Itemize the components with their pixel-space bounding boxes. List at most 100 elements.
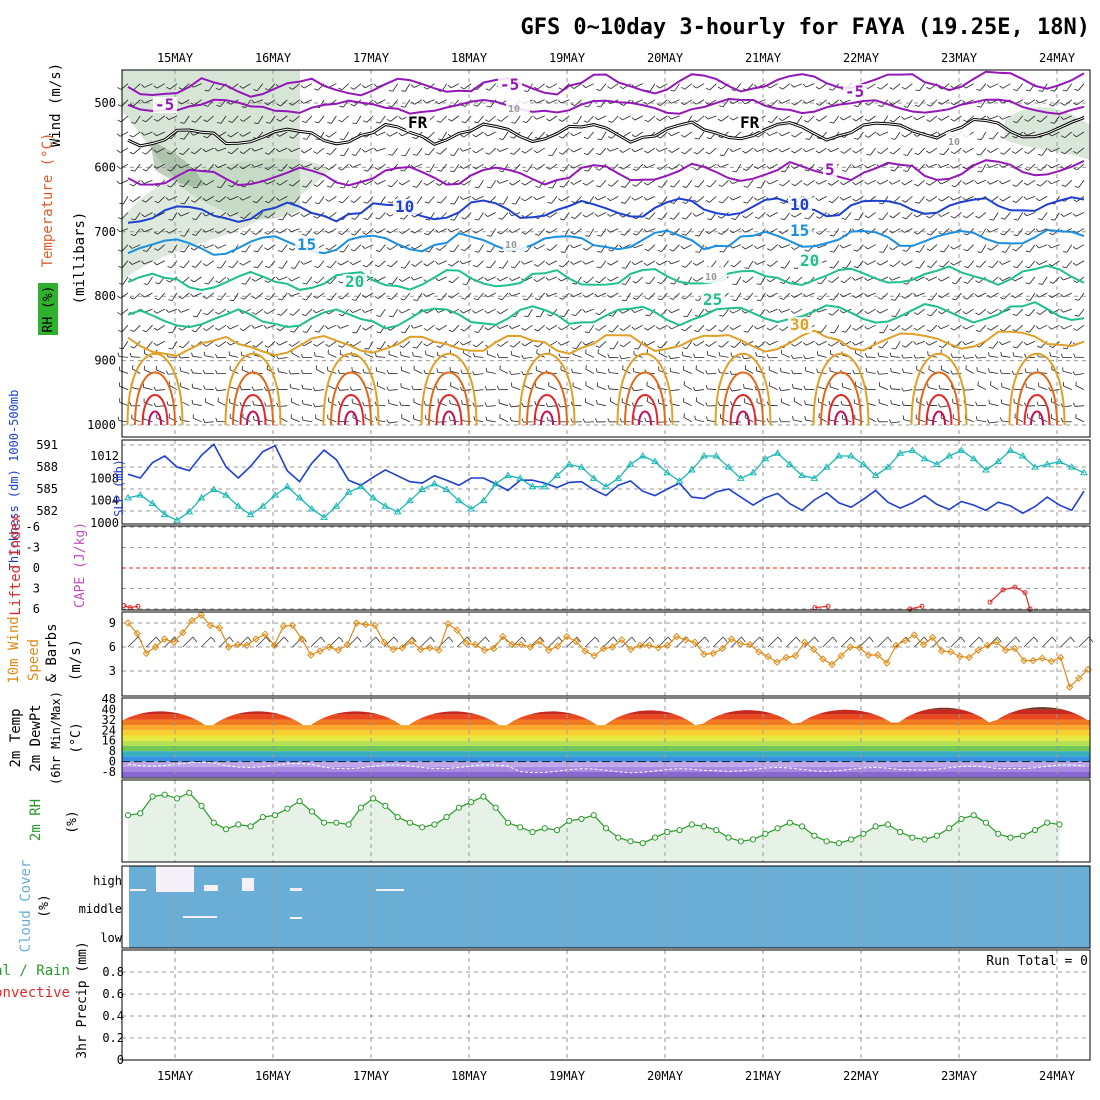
- wind-barb: [153, 327, 158, 331]
- wind-barb: [717, 164, 721, 168]
- wind-barb: [401, 331, 406, 334]
- wind-barb: [901, 295, 906, 299]
- wind-barb: [891, 403, 901, 407]
- slp-point: [675, 477, 684, 484]
- wind-barb: [840, 636, 852, 648]
- wind-barb: [425, 418, 435, 423]
- y-tick-label: 1000: [87, 418, 116, 432]
- wind-barb: [842, 386, 852, 390]
- wind-barb: [854, 276, 864, 281]
- wind-barb: [608, 136, 612, 139]
- y-tick-label: 800: [94, 289, 116, 303]
- wind-barb: [882, 244, 889, 253]
- wind-barb: [306, 276, 313, 285]
- wind-barb: [253, 266, 258, 269]
- wind-barb: [230, 163, 239, 170]
- wind-barb: [839, 99, 843, 104]
- wind-barb: [364, 308, 374, 313]
- wind-barb: [320, 636, 326, 643]
- wind-barb: [337, 386, 341, 391]
- wind-speed-point: [828, 660, 836, 669]
- wind-barb: [172, 212, 178, 221]
- wind-barb: [905, 340, 913, 348]
- wind-barb: [563, 212, 570, 221]
- wind-barb: [741, 636, 746, 643]
- wind-barb: [179, 345, 184, 349]
- wind-barb: [783, 276, 791, 284]
- wind-barb: [315, 355, 325, 358]
- wind-barb: [288, 370, 291, 375]
- wind-barb: [805, 83, 815, 88]
- wind-barb: [425, 218, 430, 221]
- wind-barb: [203, 385, 206, 390]
- wind-barb: [459, 229, 464, 234]
- wind-barb: [668, 166, 673, 170]
- wind-barb: [963, 297, 968, 300]
- wind-barb: [300, 369, 304, 374]
- panel-frame: [121, 779, 1091, 863]
- wind-barb: [730, 345, 735, 348]
- wind-barb: [168, 331, 173, 334]
- wind-barb: [226, 325, 231, 330]
- wind-barb: [658, 147, 668, 152]
- wind-barb: [182, 636, 194, 648]
- wind-barb: [858, 212, 864, 221]
- wind-barb: [216, 298, 221, 301]
- axis-label: (%): [65, 810, 80, 833]
- wind-barb: [1051, 163, 1060, 169]
- slp-point: [430, 479, 439, 487]
- wind-barb: [1076, 228, 1085, 234]
- wind-barb: [192, 387, 202, 390]
- wind-barb: [879, 251, 884, 253]
- wind-barb: [190, 293, 194, 297]
- wind-speed-point: [892, 641, 900, 650]
- isotherm-loop: [918, 371, 960, 426]
- wind-barb: [193, 417, 202, 423]
- wind-barb: [833, 260, 840, 269]
- wind-barb: [790, 294, 795, 298]
- wind-barb: [548, 83, 558, 89]
- wind-barb: [855, 385, 864, 390]
- wind-barb: [769, 292, 778, 298]
- wind-barb: [379, 308, 386, 317]
- wind-barb: [416, 180, 423, 188]
- wind-barb: [1074, 88, 1079, 91]
- wind-barb: [901, 387, 904, 392]
- wind-barb: [182, 180, 190, 188]
- wind-barb: [435, 182, 440, 186]
- wind-barb: [624, 228, 631, 236]
- wind-barb: [647, 260, 656, 266]
- wind-barb: [778, 309, 782, 313]
- wind-barb: [239, 328, 244, 332]
- wind-barb: [791, 150, 795, 154]
- wind-barb: [328, 228, 337, 234]
- wind-barb: [770, 99, 778, 107]
- wind-barb: [918, 83, 925, 92]
- wind-barb: [500, 115, 509, 122]
- wind-barb: [242, 196, 251, 201]
- wind-barb: [1065, 179, 1073, 187]
- wind-barb: [412, 185, 417, 188]
- wind-barb: [1002, 276, 1011, 282]
- wind-barb: [731, 88, 736, 91]
- isotherm-label: -5: [155, 95, 174, 114]
- slp-point: [504, 471, 512, 479]
- wind-barb: [722, 99, 729, 108]
- wind-barb: [709, 324, 717, 332]
- wind-barb: [584, 636, 596, 648]
- wind-barb: [413, 163, 423, 169]
- wind-barb: [780, 218, 785, 221]
- isotherm-label: 15: [297, 235, 316, 254]
- wind-barb: [141, 132, 145, 136]
- wind-barb: [134, 115, 141, 124]
- wind-barb: [1051, 324, 1060, 330]
- rh-point: [210, 819, 217, 826]
- wind-barb: [674, 83, 680, 92]
- wind-barb: [901, 401, 904, 406]
- wind-barb: [741, 342, 746, 346]
- wind-speed-point: [855, 644, 864, 652]
- wind-barb: [279, 340, 288, 346]
- wind-barb: [142, 169, 147, 172]
- wind-barb: [647, 99, 656, 105]
- wind-barb: [955, 180, 962, 188]
